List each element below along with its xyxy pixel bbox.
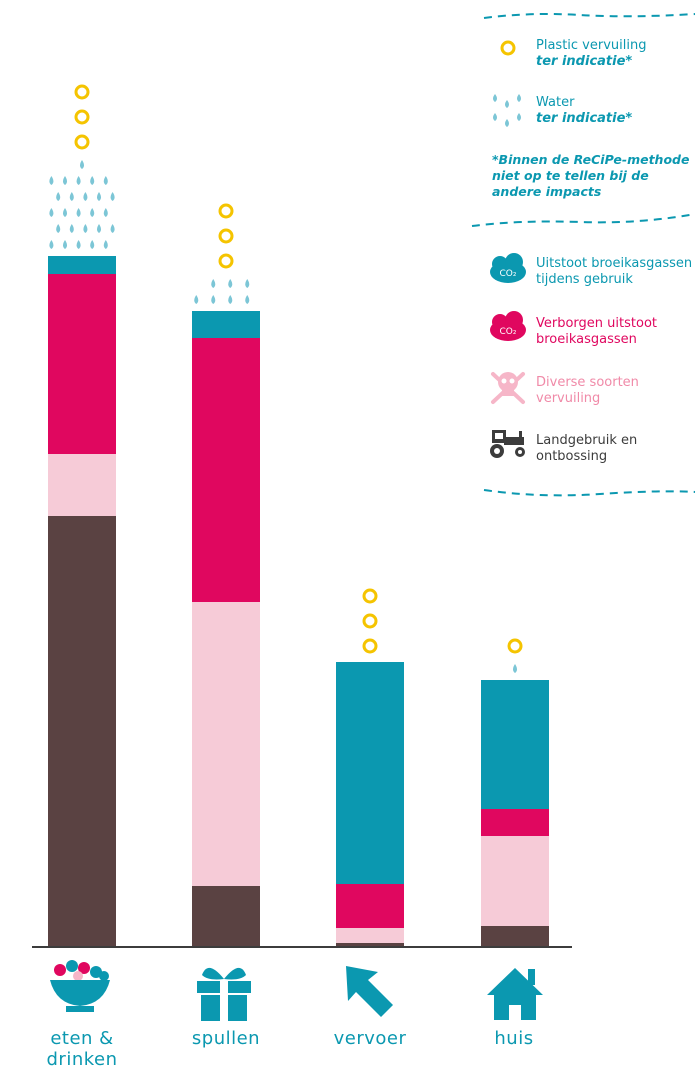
house-icon xyxy=(487,968,543,1020)
plastic-ring-mark xyxy=(362,613,378,629)
bar-land-1 xyxy=(192,886,260,946)
category-label-vervoer: vervoer xyxy=(333,1028,407,1049)
tractor-icon xyxy=(490,430,525,458)
water-drop-mark xyxy=(90,240,95,249)
legend-land: Landgebruik en ontbossing xyxy=(536,433,638,464)
water-drop-mark xyxy=(97,192,101,201)
bar-pollution-3 xyxy=(481,836,549,926)
bar-use-co2-3 xyxy=(481,680,549,809)
water-drop-mark xyxy=(90,176,95,185)
indicators-group xyxy=(49,84,523,673)
legend-water: Water ter indicatie* xyxy=(536,95,632,127)
bar-use-co2-2 xyxy=(336,662,404,884)
water-drop-mark xyxy=(49,208,54,217)
bar-use-co2-1 xyxy=(192,311,260,338)
bar-pollution-2 xyxy=(336,928,404,943)
water-drop-mark xyxy=(228,295,233,304)
water-drop-mark xyxy=(110,192,115,201)
legend-co2-use: Uitstoot broeikasgassen tijdens gebruik xyxy=(536,256,693,287)
bar-pollution-1 xyxy=(192,602,260,886)
water-drop-mark xyxy=(76,240,81,249)
water-drop-mark xyxy=(76,208,81,217)
water-drop-mark xyxy=(63,240,67,249)
legend-divider-bottom xyxy=(483,489,696,497)
svg-text:CO₂: CO₂ xyxy=(500,269,517,279)
legend-divider-middle xyxy=(471,213,696,227)
water-drop-mark xyxy=(63,176,67,185)
skull-icon xyxy=(491,372,525,404)
bar-use-co2-0 xyxy=(48,256,116,274)
bowl-food-icon xyxy=(50,960,110,1012)
water-drop-mark xyxy=(211,279,216,288)
bars-group xyxy=(48,256,549,946)
water-drops-icon xyxy=(493,94,521,127)
legend-plastic-sub: ter indicatie* xyxy=(536,54,633,69)
water-drop-mark xyxy=(194,295,199,304)
water-drop-mark xyxy=(69,224,74,233)
legend-plastic: Plastic vervuiling ter indicatie* xyxy=(536,38,646,70)
legend-plastic-label: Plastic vervuiling xyxy=(536,38,647,53)
water-drop-mark xyxy=(56,224,61,233)
bar-hidden-co2-3 xyxy=(481,809,549,836)
plastic-ring-mark xyxy=(218,203,234,219)
water-drop-mark xyxy=(97,224,101,233)
co2-hidden-cloud-icon: CO₂ xyxy=(490,311,526,341)
water-drop-mark xyxy=(103,208,108,217)
legend-pollution: Diverse soorten vervuiling xyxy=(536,375,639,406)
legend-water-label: Water xyxy=(536,95,575,110)
water-drop-mark xyxy=(103,240,108,249)
bar-pollution-0 xyxy=(48,454,116,516)
water-drop-mark xyxy=(76,176,81,185)
water-drop-mark xyxy=(56,192,61,201)
bar-hidden-co2-0 xyxy=(48,274,116,454)
svg-text:CO₂: CO₂ xyxy=(500,327,517,337)
bar-land-0 xyxy=(48,516,116,946)
water-drop-mark xyxy=(245,279,250,288)
category-label-spullen: spullen xyxy=(191,1028,261,1049)
plastic-ring-mark xyxy=(362,588,378,604)
water-drop-mark xyxy=(69,192,74,201)
water-drop-mark xyxy=(80,160,84,169)
bar-hidden-co2-2 xyxy=(336,884,404,928)
water-drop-mark xyxy=(228,279,233,288)
arrow-icon xyxy=(346,966,393,1017)
plastic-ring-mark xyxy=(362,638,378,654)
plastic-ring-mark xyxy=(507,638,523,654)
co2-cloud-icon: CO₂ xyxy=(490,253,526,283)
category-label-eten-drinken: eten & drinken xyxy=(46,1028,118,1070)
water-drop-mark xyxy=(49,176,54,185)
water-drop-mark xyxy=(83,192,88,201)
water-drop-mark xyxy=(245,295,250,304)
legend-note: *Binnen de ReCiPe-methode niet op te tel… xyxy=(492,152,690,199)
water-drop-mark xyxy=(513,664,517,673)
plastic-ring-mark xyxy=(74,109,90,125)
plastic-ring-mark xyxy=(218,228,234,244)
plastic-ring-mark xyxy=(218,253,234,269)
water-drop-mark xyxy=(83,224,88,233)
bar-hidden-co2-1 xyxy=(192,338,260,602)
gift-icon xyxy=(197,967,251,1021)
water-drop-mark xyxy=(90,208,95,217)
bar-land-2 xyxy=(336,943,404,946)
plastic-ring-mark xyxy=(74,134,90,150)
water-drop-mark xyxy=(49,240,54,249)
legend-divider-top xyxy=(483,13,696,19)
bar-land-3 xyxy=(481,926,549,946)
legend-water-sub: ter indicatie* xyxy=(536,111,633,126)
water-drop-mark xyxy=(103,176,108,185)
water-drop-mark xyxy=(211,295,216,304)
legend-co2-hidden: Verborgen uitstoot broeikasgassen xyxy=(536,316,657,347)
plastic-ring-icon xyxy=(500,40,516,56)
water-drop-mark xyxy=(63,208,67,217)
plastic-ring-mark xyxy=(74,84,90,100)
water-drop-mark xyxy=(110,224,115,233)
category-label-huis: huis xyxy=(494,1028,534,1049)
